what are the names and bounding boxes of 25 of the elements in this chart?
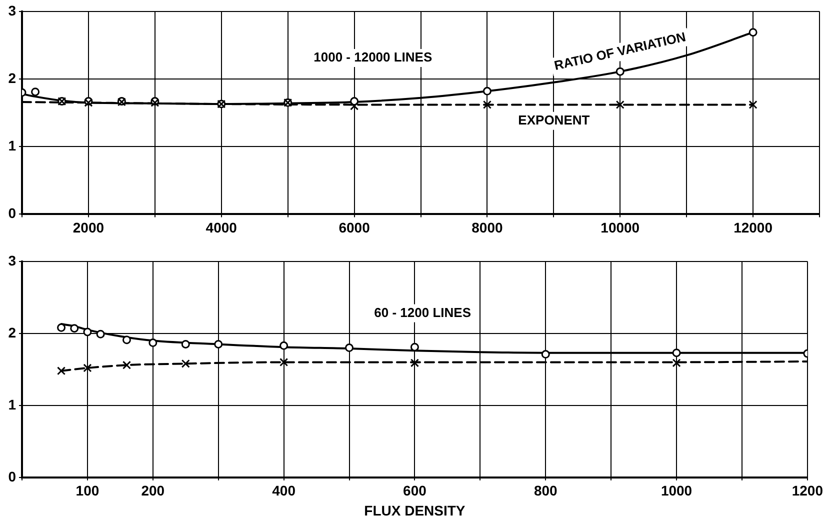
annotation: EXPONENT [518, 112, 590, 128]
x-tick-label: 1200 [792, 482, 824, 499]
y-tick-label: 0 [8, 205, 16, 222]
x-tick-label: 800 [534, 482, 558, 499]
y-tick-label: 3 [8, 2, 16, 18]
y-tick-label: 0 [8, 468, 16, 484]
x-tick-label: 8000 [472, 219, 503, 236]
annotation: 1000 - 12000 LINES [314, 50, 432, 65]
x-tick-label: 600 [403, 482, 427, 499]
x-tick-label: 2000 [72, 219, 104, 236]
x-tick-label: 6000 [338, 219, 370, 236]
x-axis-title: FLUX DENSITY [364, 502, 466, 518]
x-tick-label: 4000 [206, 219, 238, 236]
x-tick-label: 10000 [600, 219, 640, 236]
y-tick-label: 1 [8, 137, 16, 154]
x-tick-label: 200 [141, 482, 165, 499]
annotation: 60 - 1200 LINES [374, 304, 472, 320]
x-tick-label: 400 [272, 482, 296, 499]
x-tick-label: 1000 [660, 482, 692, 499]
y-tick-label: 2 [8, 324, 16, 340]
y-tick-label: 2 [8, 70, 16, 86]
x-tick-label: 12000 [734, 219, 773, 236]
y-tick-label: 3 [8, 252, 16, 268]
x-tick-label: 100 [76, 482, 100, 499]
y-tick-label: 1 [8, 396, 16, 412]
